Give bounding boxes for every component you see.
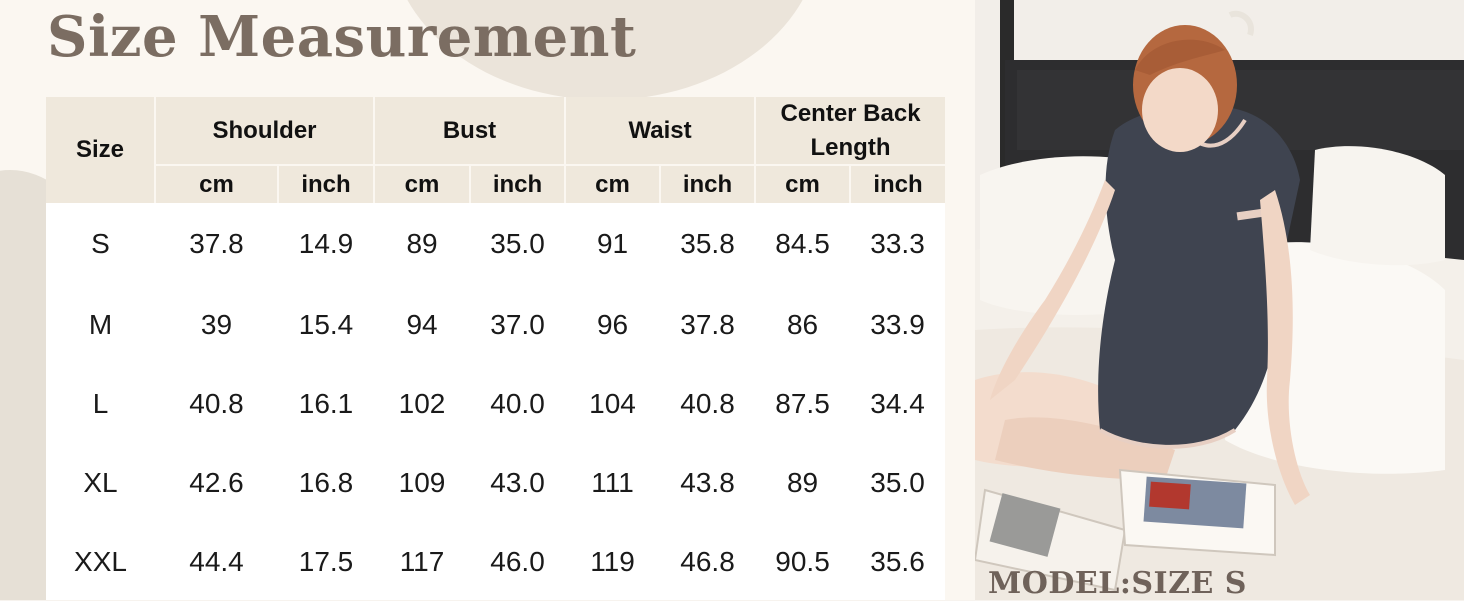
size-column-header: Size: [46, 97, 156, 204]
table-cell: 90.5: [755, 522, 851, 600]
table-cell: 37.8: [660, 285, 756, 365]
table-cell: 42.6: [155, 443, 278, 523]
table-row: XXL 44.4 17.5 117 46.0 119 46.8 90.5 35.…: [46, 522, 946, 600]
table-cell: 87.5: [755, 364, 851, 444]
size-chart-panel: Size Measurement Size Shoulder Bust Wais…: [0, 0, 946, 600]
table-cell: 40.8: [660, 364, 756, 444]
table-cell: 109: [374, 443, 471, 523]
table-row: L 40.8 16.1 102 40.0 104 40.8 87.5 34.4: [46, 364, 946, 444]
table-row: S 37.8 14.9 89 35.0 91 35.8 84.5 33.3: [46, 203, 946, 286]
model-photo-illustration: [975, 0, 1464, 600]
unit-header-cm: cm: [564, 165, 661, 204]
unit-header-cm: cm: [373, 165, 471, 204]
table-cell: 91: [565, 203, 661, 286]
table-cell: 89: [374, 203, 471, 286]
header-row-groups: Size Shoulder Bust Waist Center Back Len…: [46, 97, 946, 204]
table-cell: 96: [565, 285, 661, 365]
table-cell: 104: [565, 364, 661, 444]
table-cell: 46.0: [470, 522, 566, 600]
page-title: Size Measurement: [47, 4, 637, 70]
table-cell: 33.3: [850, 203, 946, 286]
table-cell: 119: [565, 522, 661, 600]
table-cell: 86: [755, 285, 851, 365]
table-cell: 35.6: [850, 522, 946, 600]
table-cell: 44.4: [155, 522, 278, 600]
unit-header-inch: inch: [276, 165, 375, 204]
table-cell: 84.5: [755, 203, 851, 286]
table-cell: 117: [374, 522, 471, 600]
table-cell: 37.8: [155, 203, 278, 286]
unit-header-cm: cm: [154, 165, 278, 204]
model-photo: [975, 0, 1464, 600]
table-cell: 111: [565, 443, 661, 523]
table-cell: 35.0: [850, 443, 946, 523]
table-row: M 39 15.4 94 37.0 96 37.8 86 33.9: [46, 285, 946, 365]
table-row: XL 42.6 16.8 109 43.0 111 43.8 89 35.0: [46, 443, 946, 523]
header-row-units: cm inch cm inch cm inch cm inch: [46, 165, 946, 204]
table-cell: 34.4: [850, 364, 946, 444]
model-size-caption: MODEL:SIZE S: [988, 566, 1247, 601]
table-cell: 33.9: [850, 285, 946, 365]
size-label: L: [46, 364, 155, 444]
table-cell: 39: [155, 285, 278, 365]
table-cell: 16.8: [278, 443, 375, 523]
size-label: XXL: [46, 522, 155, 600]
table-cell: 46.8: [660, 522, 756, 600]
unit-header-inch: inch: [659, 165, 756, 204]
table-cell: 15.4: [278, 285, 375, 365]
table-cell: 17.5: [278, 522, 375, 600]
table-cell: 14.9: [278, 203, 375, 286]
table-cell: 40.8: [155, 364, 278, 444]
shoulder-header: Shoulder: [153, 97, 375, 167]
unit-header-inch: inch: [849, 165, 946, 204]
table-cell: 43.8: [660, 443, 756, 523]
size-label: XL: [46, 443, 155, 523]
table-cell: 35.0: [470, 203, 566, 286]
table-cell: 94: [374, 285, 471, 365]
bust-header: Bust: [373, 97, 566, 167]
unit-header-cm: cm: [754, 165, 851, 204]
size-label: S: [46, 203, 155, 286]
unit-header-inch: inch: [469, 165, 566, 204]
table-cell: 37.0: [470, 285, 566, 365]
table-cell: 102: [374, 364, 471, 444]
table-cell: 16.1: [278, 364, 375, 444]
table-cell: 43.0: [470, 443, 566, 523]
size-label: M: [46, 285, 155, 365]
center-back-length-header: Center Back Length: [754, 97, 946, 167]
table-cell: 40.0: [470, 364, 566, 444]
size-table: Size Shoulder Bust Waist Center Back Len…: [46, 97, 946, 600]
table-cell: 89: [755, 443, 851, 523]
table-cell: 35.8: [660, 203, 756, 286]
waist-header: Waist: [564, 97, 756, 167]
